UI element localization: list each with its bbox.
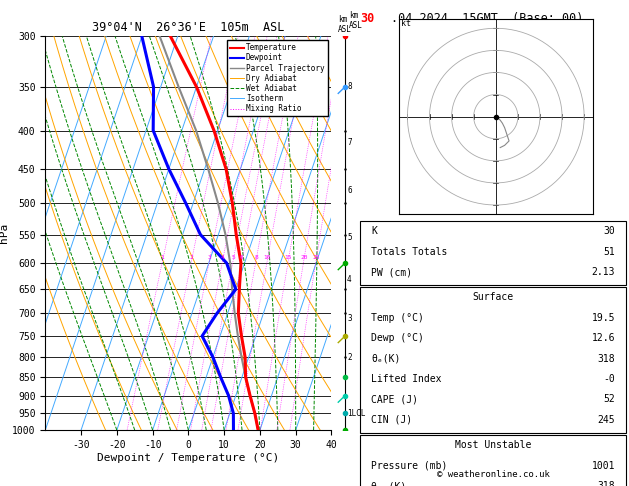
Text: 7: 7 [347,138,352,147]
Text: 2.13: 2.13 [592,267,615,277]
Text: 5: 5 [347,233,352,242]
Text: PW (cm): PW (cm) [371,267,412,277]
Text: 2: 2 [347,353,352,362]
Text: Lifted Index: Lifted Index [371,374,442,384]
Text: 4: 4 [347,275,352,283]
X-axis label: Dewpoint / Temperature (°C): Dewpoint / Temperature (°C) [97,452,279,463]
Text: 25: 25 [313,255,320,260]
Text: 1: 1 [161,255,165,260]
Text: 245: 245 [598,415,615,425]
Text: 318: 318 [598,481,615,486]
Text: 8: 8 [254,255,258,260]
Text: Totals Totals: Totals Totals [371,247,447,257]
Text: 1LCL: 1LCL [347,409,365,418]
Bar [360,221,626,285]
Text: 8: 8 [347,82,352,91]
Title: 39°04'N  26°36'E  105m  ASL: 39°04'N 26°36'E 105m ASL [92,21,284,34]
Text: 4: 4 [221,255,225,260]
Text: Dewp (°C): Dewp (°C) [371,333,424,343]
Text: © weatheronline.co.uk: © weatheronline.co.uk [437,469,550,479]
Text: 3: 3 [208,255,211,260]
Text: km
ASL: km ASL [338,15,352,34]
Bar [360,287,626,433]
Text: 5: 5 [231,255,235,260]
Text: Most Unstable: Most Unstable [455,440,532,450]
Text: 20: 20 [300,255,308,260]
Bar [360,435,626,486]
Text: .04.2024  15GMT  (Base: 00): .04.2024 15GMT (Base: 00) [391,12,583,25]
Text: -0: -0 [603,374,615,384]
Text: 1001: 1001 [592,461,615,470]
Text: CAPE (J): CAPE (J) [371,395,418,404]
Text: 52: 52 [603,395,615,404]
Text: 318: 318 [598,354,615,364]
Text: 51: 51 [603,247,615,257]
Y-axis label: hPa: hPa [0,223,9,243]
Text: 30: 30 [360,12,375,25]
Text: CIN (J): CIN (J) [371,415,412,425]
Text: Surface: Surface [472,293,514,302]
Text: 2: 2 [190,255,194,260]
Text: km
ASL: km ASL [349,11,363,30]
Text: 3: 3 [347,313,352,323]
Text: K: K [371,226,377,236]
Text: θₑ (K): θₑ (K) [371,481,406,486]
Text: Pressure (mb): Pressure (mb) [371,461,447,470]
Text: 30: 30 [603,226,615,236]
Text: 12.6: 12.6 [592,333,615,343]
Legend: Temperature, Dewpoint, Parcel Trajectory, Dry Adiabat, Wet Adiabat, Isotherm, Mi: Temperature, Dewpoint, Parcel Trajectory… [227,40,328,116]
Text: θₑ(K): θₑ(K) [371,354,401,364]
Text: Temp (°C): Temp (°C) [371,313,424,323]
Text: 6: 6 [240,255,244,260]
Text: 10: 10 [264,255,271,260]
Text: 19.5: 19.5 [592,313,615,323]
Text: 15: 15 [285,255,292,260]
Text: 6: 6 [347,186,352,194]
